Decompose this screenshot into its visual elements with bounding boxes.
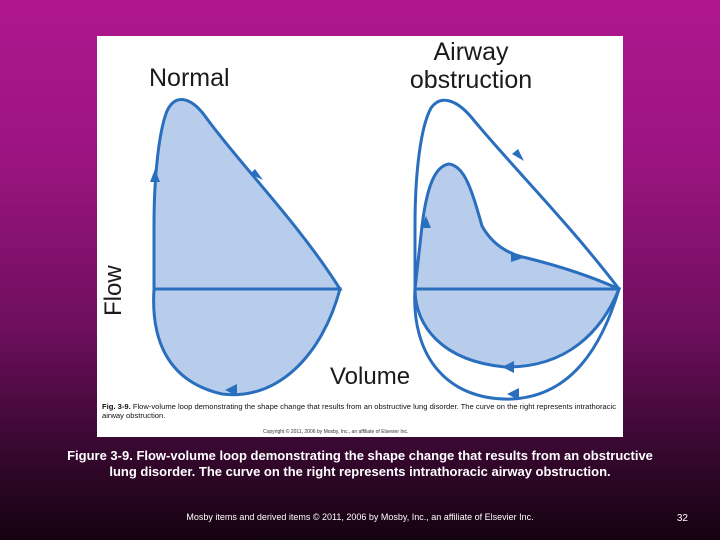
normal-arrow-up bbox=[150, 169, 160, 182]
obstruction-reference-outline-lower bbox=[413, 288, 621, 401]
page-number: 32 bbox=[676, 513, 688, 524]
normal-inspiratory-area bbox=[152, 287, 342, 397]
obstruction-expiratory-area bbox=[413, 162, 620, 291]
figure-caption-prefix: Fig. 3-9. bbox=[102, 402, 131, 411]
flow-axis-label: Flow bbox=[100, 265, 127, 316]
figure-caption: Fig. 3-9. Flow-volume loop demonstrating… bbox=[102, 402, 618, 420]
airway-title-line1: Airway bbox=[433, 38, 509, 66]
normal-expiratory-area bbox=[152, 98, 343, 291]
flow-volume-diagram bbox=[150, 98, 622, 401]
obstruction-arrow-inner-right bbox=[511, 251, 523, 262]
normal-arrow-down-right bbox=[250, 169, 263, 180]
slide-footer: Mosby items and derived items © 2011, 20… bbox=[186, 512, 534, 522]
normal-title: Normal bbox=[149, 64, 230, 92]
airway-title-line2: obstruction bbox=[409, 66, 533, 94]
obstruction-arrow-outer-left bbox=[507, 388, 519, 400]
figure-copyright: Copyright © 2011, 2006 by Mosby, Inc., a… bbox=[263, 429, 409, 435]
airway-obstruction-title: Airway obstruction bbox=[397, 38, 545, 94]
figure-panel: Normal Airway obstruction Flow Volume Fi… bbox=[97, 36, 623, 437]
volume-axis-label: Volume bbox=[330, 363, 411, 390]
obstruction-arrow-outer-down bbox=[512, 149, 524, 161]
figure-caption-text: Flow-volume loop demonstrating the shape… bbox=[102, 402, 616, 420]
obstruction-arrow-inner-up bbox=[421, 216, 431, 228]
slide-caption: Figure 3-9. Flow-volume loop demonstrati… bbox=[67, 448, 653, 479]
normal-arrow-left bbox=[225, 384, 237, 396]
obstruction-reference-outline-upper bbox=[413, 98, 621, 290]
obstruction-arrow-inner-left bbox=[502, 361, 514, 373]
